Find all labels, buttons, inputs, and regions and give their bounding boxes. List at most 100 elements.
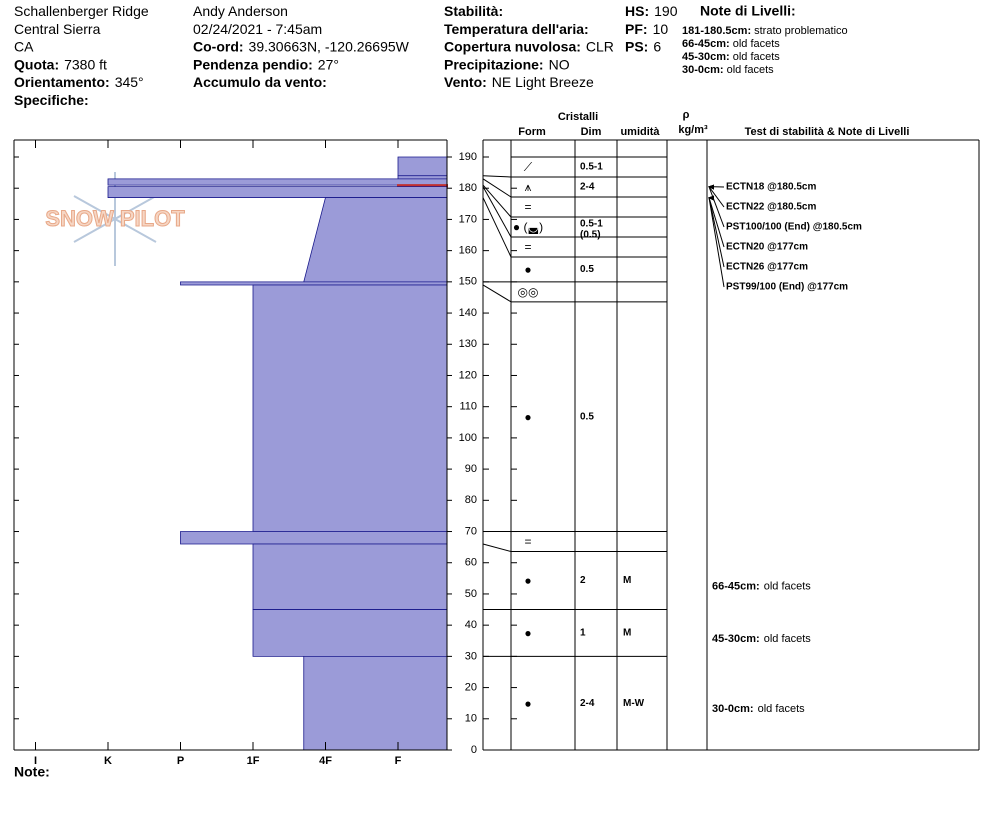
grain-form: ●: [524, 574, 531, 588]
field-label: Stabilità:: [444, 3, 503, 19]
footer-note: Note:: [14, 764, 50, 780]
connector: [482, 197, 512, 258]
field-value: 02/24/2021 - 7:45am: [193, 21, 322, 37]
grain-form: ●: [524, 263, 531, 277]
connector: [482, 543, 512, 553]
col-density-unit: kg/m³: [678, 124, 708, 136]
comment-value: old facets: [758, 703, 806, 715]
comment-label: 30-0cm:: [712, 703, 754, 715]
field-value: NE Light Breeze: [492, 74, 594, 90]
header-field: Accumulo da vento:: [193, 74, 327, 90]
moisture: M-W: [623, 698, 645, 709]
hardness-layer: [252, 609, 448, 657]
grain-form: ●: [524, 696, 531, 710]
field-value: CA: [14, 38, 34, 54]
header-field: Copertura nuvolosa: CLR: [444, 38, 614, 54]
moisture: M: [623, 575, 631, 586]
note-label: 181-180.5cm:: [682, 25, 751, 37]
header-field: Pendenza pendio: 27°: [193, 56, 339, 72]
hardness-layer: [252, 543, 448, 610]
header-field: Co-ord: 39.30663N, -120.26695W: [193, 38, 410, 54]
hardness-layer: [303, 197, 448, 283]
hardness-layer: [107, 186, 448, 198]
test-label: ECTN18 @180.5cm: [726, 182, 816, 193]
hardness-tick-label: 4F: [319, 755, 332, 767]
field-value: NO: [549, 56, 570, 72]
grain-form: ⟋: [524, 160, 533, 174]
header-field: PF: 10: [625, 21, 668, 37]
field-label: Copertura nuvolosa:: [444, 38, 581, 54]
height-tick-label: 160: [459, 245, 477, 257]
field-value: 190: [654, 3, 678, 19]
field-value: CLR: [586, 38, 614, 54]
header-field: Schallenberger Ridge: [14, 3, 149, 19]
height-tick-label: 50: [465, 588, 477, 600]
hardness-tick-label: F: [395, 755, 402, 767]
field-value: 6: [653, 38, 661, 54]
field-label: Specifiche:: [14, 92, 89, 108]
note-label: 66-45cm:: [682, 38, 730, 50]
height-tick-label: 170: [459, 213, 477, 225]
col-moisture: umidità: [620, 126, 660, 138]
field-value: 10: [653, 21, 669, 37]
field-label: Precipitazione:: [444, 56, 544, 72]
arrow-head: [708, 184, 714, 190]
field-label: Quota:: [14, 56, 59, 72]
test-label: PST100/100 (End) @180.5cm: [726, 222, 862, 233]
layer-comment: 66-45cm: old facets: [712, 580, 811, 592]
grain-size: 2: [580, 575, 586, 586]
height-tick-label: 20: [465, 681, 477, 693]
header-field: Andy Anderson: [193, 3, 288, 19]
hardness-tick-label: P: [177, 755, 184, 767]
height-tick-label: 110: [459, 401, 477, 413]
field-label: Orientamento:: [14, 74, 110, 90]
grain-form: =: [524, 240, 531, 254]
header-field: Orientamento: 345°: [14, 74, 144, 90]
field-value: Schallenberger Ridge: [14, 3, 149, 19]
header-field: 02/24/2021 - 7:45am: [193, 21, 322, 37]
comment-label: 66-45cm:: [712, 580, 760, 592]
height-tick-label: 40: [465, 619, 477, 631]
height-tick-label: 10: [465, 713, 477, 725]
field-value: Andy Anderson: [193, 3, 288, 19]
logo-text: SNOW PILOT: [45, 206, 185, 231]
connector: [482, 184, 512, 218]
hardness-layer: [303, 655, 448, 751]
test-arrow: [708, 197, 725, 248]
height-tick-label: 130: [459, 338, 477, 350]
connector: [482, 284, 512, 303]
note-value: old facets: [727, 64, 775, 76]
height-tick-label: 190: [459, 151, 477, 163]
header-field: CA: [14, 38, 34, 54]
grain-form: ● (◛): [513, 220, 543, 234]
header-field: Quota: 7380 ft: [14, 56, 107, 72]
header-field: Precipitazione: NO: [444, 56, 570, 72]
hardness-layer: [180, 531, 448, 545]
col-form: Form: [518, 126, 546, 138]
test-arrow: [708, 197, 725, 288]
col-density: ρ: [683, 109, 690, 121]
grain-form: =: [524, 200, 531, 214]
note-item: 181-180.5cm: strato problematico: [682, 25, 848, 37]
grain-form: ⩚: [525, 180, 532, 194]
hardness-tick-label: 1F: [247, 755, 260, 767]
grain-size: 0.5-1: [580, 162, 603, 173]
grain-form: ◎◎: [518, 285, 539, 299]
hardness-layer: [107, 178, 448, 186]
grain-form: ●: [524, 410, 531, 424]
grain-size-2: (0.5): [580, 230, 601, 241]
test-label: ECTN22 @180.5cm: [726, 202, 816, 213]
grain-size: 0.5: [580, 264, 594, 275]
moisture: M: [623, 628, 631, 639]
height-tick-label: 150: [459, 276, 477, 288]
note-label: 30-0cm:: [682, 64, 724, 76]
header-field: PS: 6: [625, 38, 661, 54]
col-size: Dim: [581, 126, 602, 138]
test-label: PST99/100 (End) @177cm: [726, 282, 848, 293]
field-label: Pendenza pendio:: [193, 56, 313, 72]
hardness-layer: [397, 156, 448, 177]
field-label: HS:: [625, 3, 649, 19]
hardness-tick-label: K: [104, 755, 112, 767]
field-label: Temperatura dell'aria:: [444, 21, 589, 37]
header-field: Temperatura dell'aria:: [444, 21, 589, 37]
